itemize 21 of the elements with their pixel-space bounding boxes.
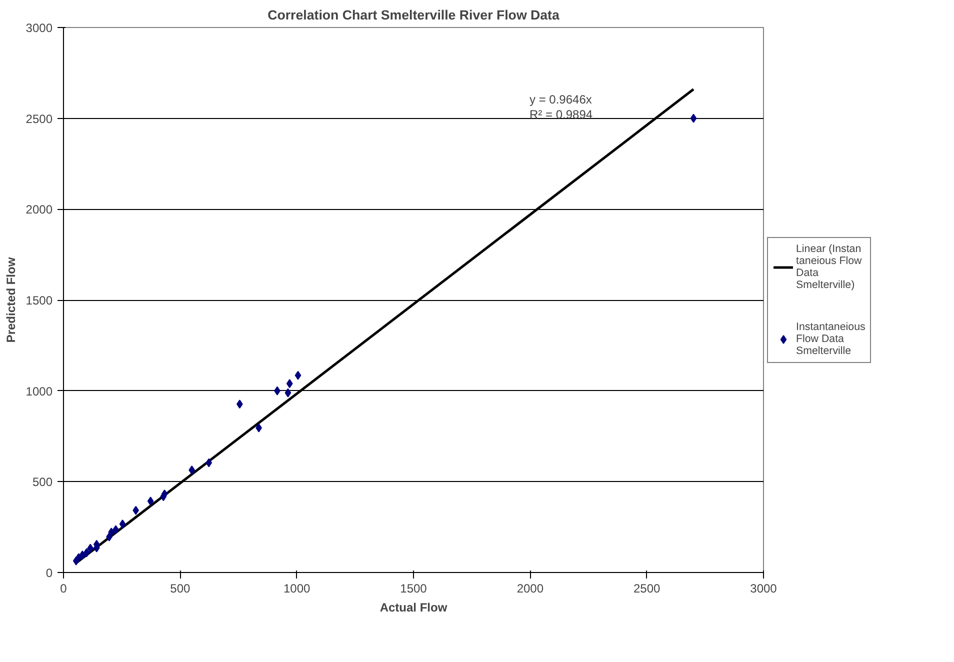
x-tick-label: 3000	[750, 582, 778, 596]
x-tick-label: 2000	[516, 582, 544, 596]
y-axis-title: Predicted Flow	[4, 256, 18, 343]
chart-title: Correlation Chart Smelterville River Flow Data	[268, 8, 560, 22]
x-tick-label: 0	[60, 582, 68, 596]
y-tick-label: 2000	[26, 202, 53, 217]
annotation: R² = 0.9894	[530, 108, 593, 122]
annotation: y = 0.9646x	[530, 92, 592, 106]
legend-label: Instantaneious Flow Data Smelterville	[796, 320, 866, 356]
y-tick-label: 2500	[26, 112, 53, 126]
y-tick-label: 500	[32, 475, 53, 490]
y-tick-label: 1000	[26, 384, 53, 398]
x-tick-label: 500	[170, 582, 191, 596]
y-tick-label: 0	[46, 566, 53, 580]
y-tick-label: 1500	[26, 294, 53, 308]
x-tick-label: 1500	[400, 582, 428, 596]
x-tick-label: 2500	[633, 582, 661, 596]
x-axis-title: Actual Flow	[380, 600, 448, 614]
y-tick-label: 3000	[26, 21, 53, 35]
legend-label: Linear (Instantaneious Flow Data Smelterville)	[796, 242, 862, 290]
x-tick-label: 1000	[283, 582, 311, 596]
